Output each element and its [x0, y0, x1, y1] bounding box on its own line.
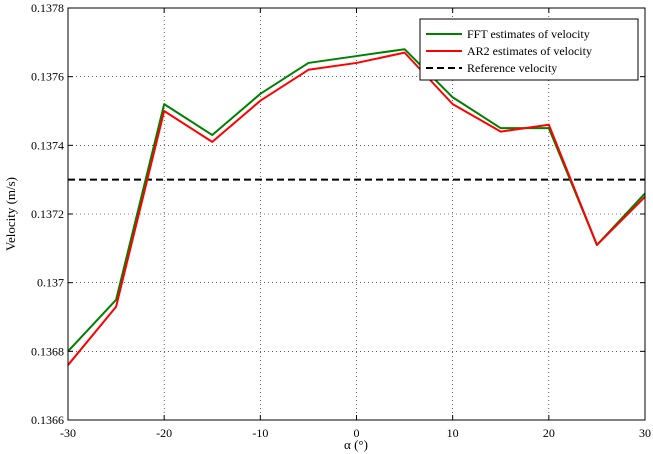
y-tick-label: 0.1374 — [31, 138, 64, 152]
y-tick-label: 0.1376 — [31, 70, 64, 84]
y-tick-label: 0.1368 — [31, 344, 64, 358]
x-tick-label: -30 — [60, 426, 76, 440]
series-layer — [67, 48, 646, 366]
y-tick-label: 0.1372 — [31, 207, 64, 221]
series-line-1 — [67, 51, 646, 366]
y-tick-label: 0.137 — [37, 276, 64, 290]
legend-label-2: Reference velocity — [467, 61, 557, 75]
x-tick-label: 30 — [639, 426, 651, 440]
legend-items: FFT estimates of velocity AR2 estimates o… — [426, 27, 592, 75]
y-axis-label: Velocity (m/s) — [3, 177, 18, 251]
legend-box — [419, 18, 639, 81]
x-tick-label: 20 — [543, 426, 555, 440]
x-tick-label: -10 — [252, 426, 268, 440]
x-tick-label: 0 — [354, 426, 360, 440]
legend-label-0: FFT estimates of velocity — [467, 27, 590, 41]
y-tick-labels: 0.1366 0.1368 0.137 0.1372 0.1374 0.1376 0.137… — [31, 1, 64, 427]
axis-ticks — [67, 7, 646, 421]
x-axis-label: α (°) — [344, 437, 368, 452]
y-tick-label: 0.1378 — [31, 1, 64, 15]
x-tick-labels: -30 -20 -10 0 10 20 30 — [60, 426, 651, 440]
series-line-0 — [67, 48, 646, 353]
x-tick-label: 10 — [447, 426, 459, 440]
y-tick-label: 0.1366 — [31, 413, 64, 427]
x-tick-label: -20 — [156, 426, 172, 440]
legend-label-1: AR2 estimates of velocity — [467, 44, 592, 58]
legend: FFT estimates of velocity AR2 estimates o… — [419, 18, 639, 81]
